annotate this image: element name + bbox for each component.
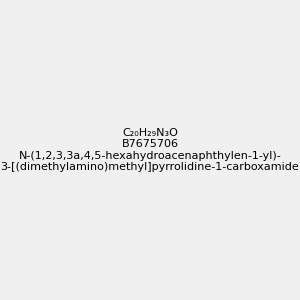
Text: C₂₀H₂₉N₃O
B7675706
N-(1,2,3,3a,4,5-hexahydroacenaphthylen-1-yl)-
3-[(dimethylami: C₂₀H₂₉N₃O B7675706 N-(1,2,3,3a,4,5-hexah… [1, 128, 299, 172]
